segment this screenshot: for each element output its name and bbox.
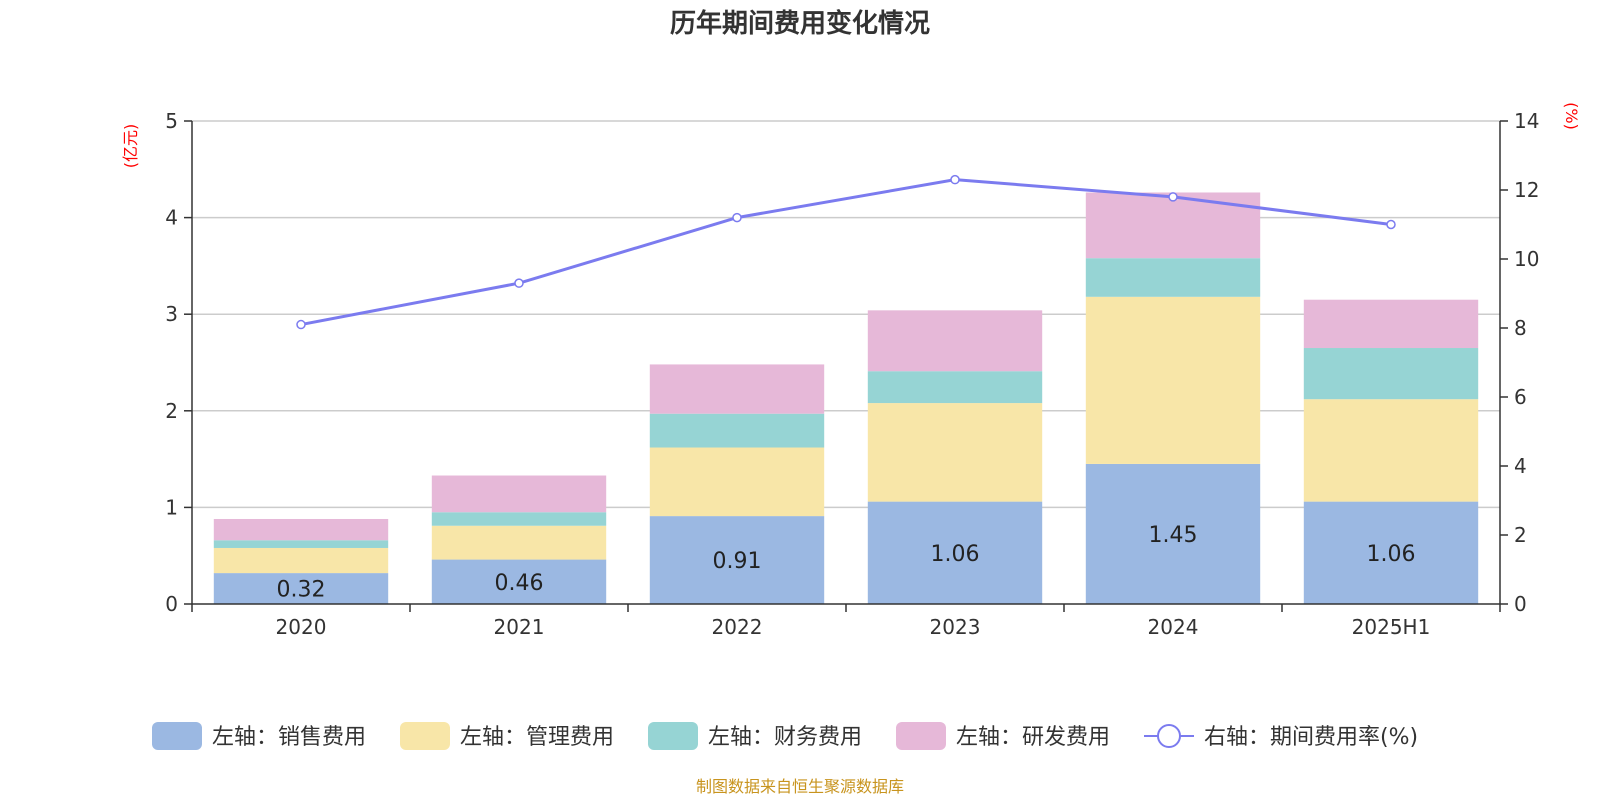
left-axis-tick-label: 5 bbox=[165, 109, 178, 133]
left-axis-tick-label: 1 bbox=[165, 495, 178, 519]
legend-swatch bbox=[400, 722, 450, 750]
bar-value-label: 0.91 bbox=[713, 549, 762, 574]
x-axis-tick-label: 2021 bbox=[494, 615, 545, 639]
bar-segment bbox=[1085, 192, 1261, 259]
legend-label: 左轴：管理费用 bbox=[460, 725, 614, 750]
bar-segment bbox=[1085, 258, 1261, 297]
rate-point bbox=[732, 212, 742, 223]
legend-label: 左轴：销售费用 bbox=[212, 725, 366, 750]
legend-item[interactable]: 左轴：财务费用 bbox=[648, 722, 862, 750]
bar-segment bbox=[431, 475, 607, 513]
left-axis-tick-label: 3 bbox=[165, 302, 178, 326]
right-axis-tick-label: 14 bbox=[1514, 109, 1539, 133]
chart-title: 历年期间费用变化情况 bbox=[670, 8, 930, 39]
left-axis-unit: (亿元) bbox=[121, 124, 140, 169]
x-axis-tick-label: 2025H1 bbox=[1352, 615, 1431, 639]
legend-label: 左轴：研发费用 bbox=[956, 725, 1110, 750]
bar-segment bbox=[213, 540, 389, 548]
bar-segment bbox=[867, 310, 1043, 372]
legend-swatch bbox=[152, 722, 202, 750]
legend-marker bbox=[1157, 724, 1181, 748]
bar-segment bbox=[431, 559, 607, 604]
grid-lines bbox=[192, 120, 1500, 509]
right-axis-tick-label: 8 bbox=[1514, 316, 1527, 340]
rate-point bbox=[1168, 192, 1178, 202]
bar-segment bbox=[213, 518, 389, 541]
bar-segment bbox=[867, 501, 1043, 604]
right-axis-tick-label: 10 bbox=[1514, 247, 1539, 271]
x-axis-tick-label: 2020 bbox=[276, 615, 327, 639]
bar-segment bbox=[649, 447, 825, 517]
bar-value-label: 1.06 bbox=[1367, 542, 1416, 567]
bar-value-label: 0.32 bbox=[277, 578, 326, 603]
right-axis-tick-label: 2 bbox=[1514, 523, 1527, 547]
left-axis-tick-label: 4 bbox=[165, 206, 178, 230]
right-axis-tick-label: 4 bbox=[1514, 454, 1527, 478]
left-axis-tick-label: 0 bbox=[165, 592, 178, 616]
legend-label: 右轴：期间费用率(%) bbox=[1204, 725, 1418, 750]
legend-swatch bbox=[896, 722, 946, 750]
bar-segment bbox=[1303, 399, 1479, 502]
bar-segment bbox=[213, 547, 389, 574]
bar-segment bbox=[1303, 348, 1479, 400]
x-axis-tick-label: 2024 bbox=[1148, 615, 1199, 639]
bar-value-label: 1.06 bbox=[931, 542, 980, 567]
right-axis-tick-label: 0 bbox=[1514, 592, 1527, 616]
legend-item[interactable]: 左轴：销售费用 bbox=[152, 722, 366, 750]
legend[interactable]: 左轴：销售费用 左轴：管理费用 左轴：财务费用 左轴：研发费用 右轴：期间费用率(%) bbox=[152, 722, 1418, 750]
bar-segment bbox=[431, 512, 607, 526]
bar-segment bbox=[1303, 299, 1479, 349]
rate-point bbox=[950, 174, 960, 185]
bar-segment bbox=[867, 371, 1043, 404]
bar-segment bbox=[1303, 501, 1479, 604]
data-labels: 0.32 0.46 0.91 1.06 1.45 1.06 bbox=[277, 523, 1416, 603]
right-axis-unit: (%) bbox=[1562, 102, 1581, 130]
bar-value-label: 1.45 bbox=[1149, 523, 1198, 548]
left-axis-tick-label: 2 bbox=[165, 399, 178, 423]
legend-item[interactable]: 左轴：研发费用 bbox=[896, 722, 1110, 750]
rate-point bbox=[514, 278, 524, 288]
source-note: 制图数据来自恒生聚源数据库 bbox=[696, 777, 904, 796]
bar-segment bbox=[213, 573, 389, 604]
bars bbox=[213, 192, 1479, 604]
legend-item[interactable]: 左轴：管理费用 bbox=[400, 722, 614, 750]
bar-segment bbox=[1085, 296, 1261, 464]
bar-segment bbox=[1085, 463, 1261, 604]
bar-segment bbox=[649, 413, 825, 448]
bar-segment bbox=[649, 364, 825, 414]
legend-item[interactable]: 右轴：期间费用率(%) bbox=[1144, 724, 1418, 750]
rate-point bbox=[1386, 219, 1396, 230]
bar-segment bbox=[649, 516, 825, 604]
right-axis-tick-label: 6 bbox=[1514, 385, 1527, 409]
x-axis-tick-label: 2022 bbox=[712, 615, 763, 639]
right-axis-tick-label: 12 bbox=[1514, 178, 1539, 202]
bar-value-label: 0.46 bbox=[495, 571, 544, 596]
rate-point bbox=[296, 319, 306, 330]
bar-segment bbox=[867, 403, 1043, 502]
rate-line bbox=[296, 174, 1396, 330]
x-axis-tick-label: 2023 bbox=[930, 615, 981, 639]
bar-segment bbox=[431, 525, 607, 560]
legend-label: 左轴：财务费用 bbox=[708, 725, 862, 750]
legend-swatch bbox=[648, 722, 698, 750]
rate-line-path bbox=[300, 178, 1392, 327]
